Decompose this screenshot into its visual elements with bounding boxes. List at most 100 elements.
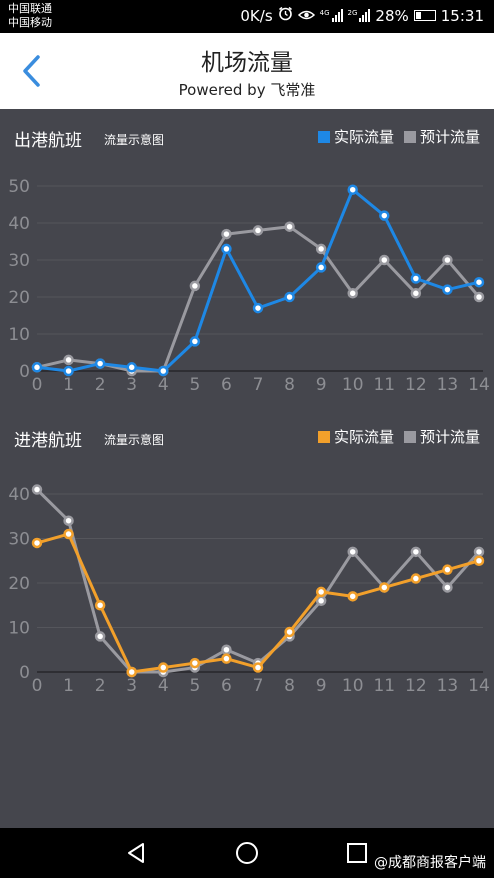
arrivals-x-tick-label: 7 <box>253 676 264 696</box>
arrivals-actual-point <box>284 626 295 638</box>
departures-actual-point <box>315 262 327 273</box>
departures-actual-point <box>284 291 295 303</box>
status-indicators: 0K/s 4G 2G 28% 15:31 <box>240 6 484 25</box>
departures-actual-point <box>221 243 232 255</box>
battery-percent: 28% <box>375 6 409 25</box>
status-bar: 中国联通 中国移动 0K/s 4G 2G 28% 15:31 <box>0 0 494 33</box>
carrier-1: 中国联通 <box>8 2 52 15</box>
network-speed: 0K/s <box>240 6 273 25</box>
departures-forecast-point <box>63 354 74 366</box>
departures-x-tick-label: 10 <box>342 375 364 395</box>
nav-home-icon[interactable] <box>235 841 259 865</box>
departures-forecast-line <box>36 225 481 373</box>
departures-actual-point <box>31 362 43 373</box>
departures-y-tick-label: 0 <box>19 362 30 382</box>
arrivals-x-tick-label: 5 <box>189 676 200 696</box>
arrivals-actual-point <box>473 555 485 566</box>
departures-actual-point <box>379 210 390 221</box>
battery-icon <box>413 10 436 21</box>
arrivals-actual-point <box>126 666 137 678</box>
departures-forecast-point <box>347 288 358 299</box>
departures-actual-point <box>347 184 358 195</box>
arrivals-actual-point <box>315 586 327 598</box>
actual-legend-label: 实际流量 <box>333 428 394 446</box>
carrier-2: 中国移动 <box>8 16 52 29</box>
departures-x-tick-label: 0 <box>32 375 43 395</box>
back-button[interactable] <box>18 53 48 89</box>
departures-x-tick-label: 4 <box>158 375 169 395</box>
departures-x-tick-label: 6 <box>221 375 232 395</box>
departures-actual-point <box>126 362 137 373</box>
departures-x-tick-label: 2 <box>95 375 106 395</box>
signal-icon-2: 2G <box>348 9 371 22</box>
departures-forecast-point <box>410 288 422 299</box>
arrivals-actual-point <box>442 564 453 575</box>
arrivals-y-tick-label: 30 <box>8 530 30 550</box>
arrivals-x-tick-label: 12 <box>405 676 427 696</box>
departures-x-tick-label: 12 <box>405 375 427 395</box>
departures-forecast-point <box>442 254 453 266</box>
departures-actual-point <box>252 302 264 314</box>
departures-x-tick-label: 9 <box>316 375 327 395</box>
arrivals-actual-point <box>379 582 390 593</box>
arrivals-x-tick-label: 1 <box>63 676 74 696</box>
forecast-legend-swatch <box>403 130 416 143</box>
arrivals-forecast-point <box>315 595 327 607</box>
arrivals-title: 进港航班 <box>14 431 82 451</box>
departures-forecast-point <box>473 291 485 303</box>
arrivals-x-tick-label: 6 <box>221 676 232 696</box>
arrivals-x-tick-label: 2 <box>95 676 106 696</box>
eye-icon <box>297 7 315 25</box>
app-header: 机场流量 Powered by 飞常准 <box>0 33 494 109</box>
arrivals-forecast-point <box>473 546 485 558</box>
departures-actual-point <box>158 365 169 377</box>
carrier-labels: 中国联通 中国移动 <box>8 2 52 30</box>
arrivals-x-tick-label: 14 <box>468 676 490 696</box>
departures-x-tick-label: 1 <box>63 375 74 395</box>
nav-back-icon[interactable] <box>124 841 148 865</box>
arrivals-y-tick-label: 0 <box>19 663 30 683</box>
departures-x-tick-label: 8 <box>284 375 295 395</box>
arrivals-actual-point <box>94 600 106 611</box>
watermark: @成都商报客户端 <box>374 855 486 871</box>
arrivals-legend: 实际流量 预计流量 <box>317 426 480 447</box>
departures-forecast-point <box>284 221 295 232</box>
departures-x-tick-label: 11 <box>373 375 395 395</box>
departures-y-tick-label: 40 <box>8 214 30 234</box>
departures-forecast-point <box>315 243 327 255</box>
departures-x-tick-label: 7 <box>253 375 264 395</box>
departures-y-tick-label: 50 <box>8 177 30 197</box>
departures-actual-point <box>63 365 74 377</box>
actual-legend-swatch <box>317 430 330 443</box>
departures-forecast-point <box>379 254 390 266</box>
arrivals-y-tick-label: 20 <box>8 574 30 594</box>
alarm-icon <box>278 6 293 25</box>
arrivals-actual-point <box>189 657 201 669</box>
departures-actual-point <box>94 358 106 369</box>
departures-x-tick-label: 13 <box>437 375 459 395</box>
nav-recents-icon[interactable] <box>346 842 368 864</box>
arrivals-subtitle: 流量示意图 <box>104 433 165 447</box>
arrivals-x-tick-label: 10 <box>342 676 364 696</box>
actual-legend-label: 实际流量 <box>333 128 394 146</box>
page-subtitle: Powered by 飞常准 <box>178 81 316 99</box>
arrivals-forecast-point <box>410 546 422 558</box>
signal-icon-1: 4G <box>320 9 343 22</box>
page-title: 机场流量 <box>201 50 293 76</box>
arrivals-forecast-point <box>221 644 232 655</box>
departures-subtitle: 流量示意图 <box>104 133 165 147</box>
arrivals-y-tick-label: 40 <box>8 485 30 505</box>
departures-actual-point <box>410 273 422 284</box>
arrivals-actual-point <box>252 662 264 673</box>
departures-actual-point <box>473 276 485 288</box>
arrivals-forecast-point <box>347 546 358 558</box>
arrivals-forecast-point <box>94 631 106 642</box>
departures-actual-point <box>189 336 201 347</box>
arrivals-x-tick-label: 3 <box>126 676 137 696</box>
forecast-legend-label: 预计流量 <box>419 128 480 146</box>
clock: 15:31 <box>440 6 484 25</box>
arrivals-x-tick-label: 13 <box>437 676 459 696</box>
arrivals-x-tick-label: 11 <box>373 676 395 696</box>
departures-x-tick-label: 14 <box>468 375 490 395</box>
departures-actual-point <box>442 284 453 295</box>
